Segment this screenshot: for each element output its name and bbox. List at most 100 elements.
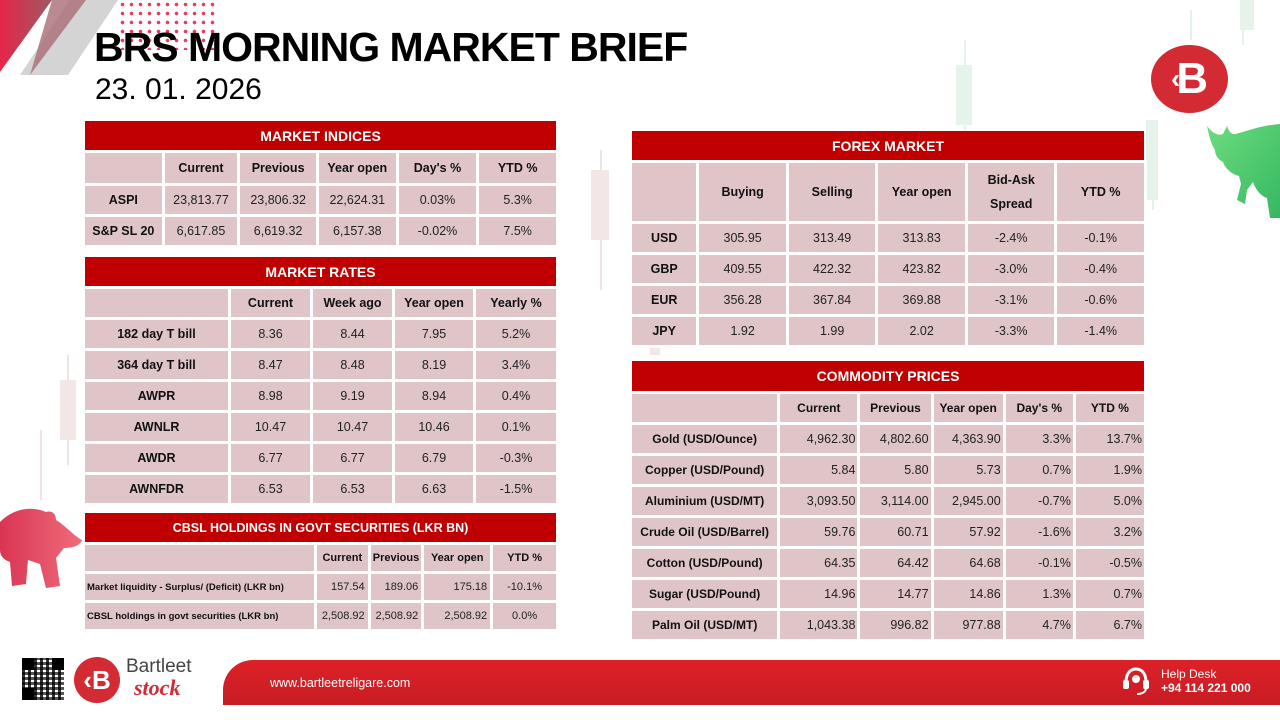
column-header: Day's % (398, 153, 477, 183)
bear-icon (0, 508, 82, 588)
row-label: 364 day T bill (85, 351, 228, 379)
row-label: AWNLR (85, 413, 228, 441)
cell: 356.28 (699, 286, 786, 314)
cell: 7.5% (479, 217, 556, 245)
cell: 422.32 (788, 255, 876, 283)
row-label: Aluminium (USD/MT) (632, 487, 778, 515)
cell: 6.77 (313, 444, 392, 472)
cell: 22,624.31 (318, 186, 396, 214)
brand-name-bottom: stock (134, 675, 181, 700)
cell: 8.44 (313, 320, 392, 348)
cell: 369.88 (878, 286, 965, 314)
cell: -10.1% (493, 574, 556, 600)
table-row: Aluminium (USD/MT) 3,093.50 3,114.00 2,9… (632, 487, 1144, 515)
column-header: Current (164, 153, 238, 183)
column-header: YTD % (493, 545, 556, 571)
brand-name-top: Bartleet (126, 656, 192, 677)
website-link[interactable]: www.bartleetreligare.com (270, 676, 411, 690)
cell: 5.80 (860, 456, 931, 484)
cell: 4,363.90 (933, 425, 1003, 453)
cell: 64.35 (780, 549, 858, 577)
cell: 4,802.60 (860, 425, 931, 453)
cell: 0.7% (1005, 456, 1073, 484)
column-header (632, 163, 697, 221)
cell: -1.6% (1005, 518, 1073, 546)
cell: 14.96 (780, 580, 858, 608)
market-indices-title: MARKET INDICES (85, 121, 556, 150)
cell: 6,157.38 (318, 217, 396, 245)
table-row: Market liquidity - Surplus/ (Deficit) (L… (85, 574, 556, 600)
page-title: BRS MORNING MARKET BRIEF (94, 24, 688, 70)
footer-band (223, 660, 1280, 705)
row-label: Copper (USD/Pound) (632, 456, 778, 484)
cell: 6.79 (395, 444, 473, 472)
cell: 2.02 (878, 317, 965, 345)
cell: -3.0% (967, 255, 1055, 283)
table-row: ASPI 23,813.77 23,806.32 22,624.31 0.03%… (85, 186, 556, 214)
table-row: Palm Oil (USD/MT) 1,043.38 996.82 977.88… (632, 611, 1144, 639)
cell: 409.55 (699, 255, 786, 283)
row-label: AWPR (85, 382, 228, 410)
cell: 6.7% (1075, 611, 1144, 639)
table-row: AWNLR 10.47 10.47 10.46 0.1% (85, 413, 556, 441)
column-header: YTD % (1057, 163, 1144, 221)
column-header (632, 394, 778, 422)
cell: 60.71 (860, 518, 931, 546)
bull-icon (1207, 124, 1280, 218)
cell: 2,945.00 (933, 487, 1003, 515)
cell: -1.4% (1057, 317, 1144, 345)
table-row: GBP 409.55 422.32 423.82 -3.0% -0.4% (632, 255, 1144, 283)
cell: 189.06 (370, 574, 422, 600)
column-header: Buying (699, 163, 786, 221)
cell: 4.7% (1005, 611, 1073, 639)
row-label: Crude Oil (USD/Barrel) (632, 518, 778, 546)
cell: 6.53 (231, 475, 310, 503)
cell: -0.1% (1057, 224, 1144, 252)
cell: 3,093.50 (780, 487, 858, 515)
cell: 10.47 (231, 413, 310, 441)
column-header: Bid-Ask Spread (967, 163, 1055, 221)
column-header: Year open (878, 163, 965, 221)
cell: 3,114.00 (860, 487, 931, 515)
cell: 996.82 (860, 611, 931, 639)
cell: 1,043.38 (780, 611, 858, 639)
bartleet-logo-icon: ‹B (74, 657, 120, 703)
cell: 8.36 (231, 320, 310, 348)
table-row: AWPR 8.98 9.19 8.94 0.4% (85, 382, 556, 410)
cell: 2,508.92 (316, 603, 368, 629)
cell: 3.4% (476, 351, 556, 379)
cell: 8.19 (395, 351, 473, 379)
column-header: Day's % (1005, 394, 1073, 422)
cell: 6.77 (231, 444, 310, 472)
row-label: Market liquidity - Surplus/ (Deficit) (L… (85, 574, 314, 600)
column-header: Yearly % (476, 289, 556, 317)
row-label: 182 day T bill (85, 320, 228, 348)
row-label: Gold (USD/Ounce) (632, 425, 778, 453)
cell: 157.54 (316, 574, 368, 600)
row-label: AWDR (85, 444, 228, 472)
row-label: Cotton (USD/Pound) (632, 549, 778, 577)
help-desk-phone[interactable]: +94 114 221 000 (1161, 681, 1251, 695)
cell: 5.2% (476, 320, 556, 348)
bartleet-logo-icon: ‹B (1151, 45, 1228, 113)
column-header: Previous (370, 545, 422, 571)
cell: 7.95 (395, 320, 473, 348)
cell: 13.7% (1075, 425, 1144, 453)
column-header: Week ago (313, 289, 392, 317)
column-header: YTD % (479, 153, 556, 183)
row-label: ASPI (85, 186, 162, 214)
cell: -0.02% (398, 217, 477, 245)
table-row: JPY 1.92 1.99 2.02 -3.3% -1.4% (632, 317, 1144, 345)
qr-code-icon[interactable] (22, 658, 64, 700)
cell: 5.73 (933, 456, 1003, 484)
cell: 367.84 (788, 286, 876, 314)
cell: 305.95 (699, 224, 786, 252)
cell: 313.49 (788, 224, 876, 252)
table-row: EUR 356.28 367.84 369.88 -3.1% -0.6% (632, 286, 1144, 314)
cell: 10.47 (313, 413, 392, 441)
table-row: Cotton (USD/Pound) 64.35 64.42 64.68 -0.… (632, 549, 1144, 577)
table-row: 364 day T bill 8.47 8.48 8.19 3.4% (85, 351, 556, 379)
cell: -1.5% (476, 475, 556, 503)
cell: -0.5% (1075, 549, 1144, 577)
cell: 23,813.77 (164, 186, 238, 214)
